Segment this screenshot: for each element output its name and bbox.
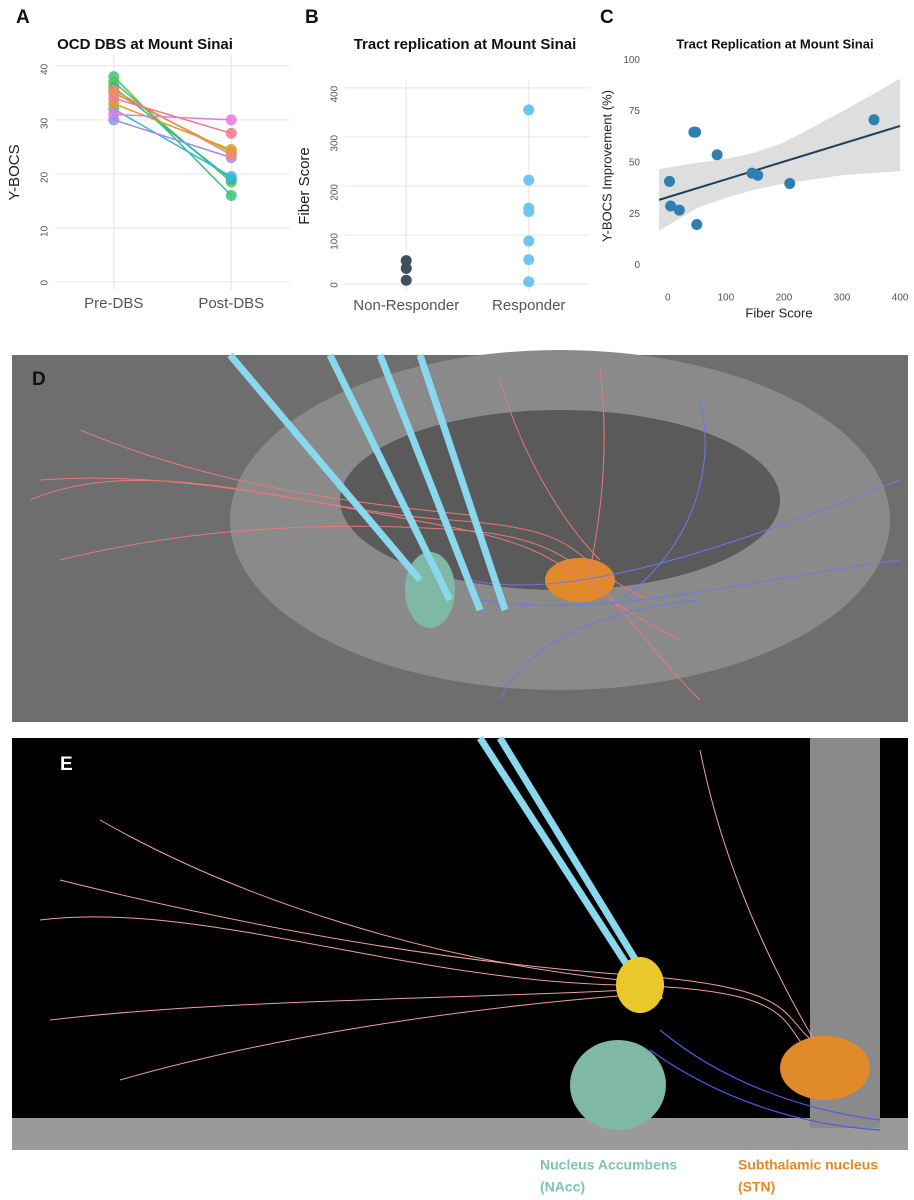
y-tick-label: 200 bbox=[330, 184, 341, 201]
x-tick-label: 300 bbox=[834, 293, 851, 304]
data-point bbox=[523, 104, 535, 116]
x-tick-label: 0 bbox=[665, 293, 671, 304]
panel-d-image bbox=[12, 350, 908, 722]
data-point bbox=[523, 254, 535, 266]
caption: Nucleus Accumbens bbox=[540, 1157, 677, 1173]
y-tick-label: 100 bbox=[623, 55, 640, 66]
x-tick-label: Pre-DBS bbox=[84, 295, 143, 312]
y-tick-label: 20 bbox=[40, 171, 51, 183]
data-point bbox=[523, 174, 535, 186]
data-point bbox=[523, 206, 535, 218]
panel-e-image bbox=[12, 736, 908, 1150]
y-tick-label: 0 bbox=[330, 282, 341, 288]
data-point bbox=[108, 114, 120, 126]
panel-label: D bbox=[32, 369, 46, 390]
fit-line bbox=[658, 125, 901, 201]
y-axis-title: Y-BOCS Improvement (%) bbox=[599, 90, 614, 242]
data-point bbox=[711, 149, 723, 161]
y-axis-title: Y-BOCS bbox=[6, 144, 23, 200]
series-line bbox=[113, 102, 232, 151]
x-tick-label: 200 bbox=[776, 293, 793, 304]
data-point bbox=[108, 84, 120, 96]
y-tick-label: 300 bbox=[330, 134, 341, 151]
y-tick-label: 25 bbox=[629, 209, 641, 220]
data-point bbox=[400, 262, 412, 274]
panel-label: C bbox=[600, 7, 614, 28]
chart-title: Tract Replication at Mount Sinai bbox=[676, 36, 873, 51]
caption: Subthalamic nucleus bbox=[738, 1157, 878, 1173]
data-point bbox=[108, 92, 120, 104]
x-tick-label: Post-DBS bbox=[198, 295, 264, 312]
data-point bbox=[784, 177, 796, 189]
series-line bbox=[113, 113, 232, 121]
series-line bbox=[113, 89, 232, 156]
y-tick-label: 0 bbox=[40, 279, 51, 285]
data-point bbox=[663, 175, 675, 187]
x-tick-label: Non-Responder bbox=[353, 297, 459, 314]
panel-label: B bbox=[305, 7, 319, 28]
data-point bbox=[690, 126, 702, 138]
data-point bbox=[868, 114, 880, 126]
series-line bbox=[113, 119, 232, 159]
y-tick-label: 30 bbox=[40, 117, 51, 129]
y-tick-label: 0 bbox=[634, 260, 640, 271]
data-point bbox=[225, 171, 237, 183]
y-tick-label: 40 bbox=[40, 63, 51, 75]
data-point bbox=[665, 200, 677, 212]
series-line bbox=[113, 76, 232, 196]
data-point bbox=[225, 127, 237, 139]
confidence-band bbox=[659, 78, 901, 231]
chart-title: Tract replication at Mount Sinai bbox=[354, 36, 577, 53]
y-axis-title: Fiber Score bbox=[296, 147, 313, 225]
chart-title: OCD DBS at Mount Sinai bbox=[57, 36, 233, 53]
data-point bbox=[225, 149, 237, 161]
data-point bbox=[225, 189, 237, 201]
data-point bbox=[673, 204, 685, 216]
x-tick-label: 400 bbox=[892, 293, 909, 304]
caption: (NAcc) bbox=[540, 1179, 585, 1195]
y-tick-label: 10 bbox=[40, 225, 51, 237]
panel-label: A bbox=[16, 7, 30, 28]
series-line bbox=[113, 97, 232, 135]
y-tick-label: 100 bbox=[330, 233, 341, 250]
caption: (STN) bbox=[738, 1179, 775, 1195]
data-point bbox=[400, 255, 412, 267]
x-axis-title: Fiber Score bbox=[745, 305, 812, 320]
data-point bbox=[400, 274, 412, 286]
data-point bbox=[691, 219, 703, 231]
panel-label: E bbox=[60, 754, 73, 775]
x-tick-label: Responder bbox=[492, 297, 565, 314]
y-tick-label: 75 bbox=[629, 106, 641, 117]
x-tick-label: 100 bbox=[718, 293, 735, 304]
data-point bbox=[523, 276, 535, 288]
data-point bbox=[752, 169, 764, 181]
data-point bbox=[523, 235, 535, 247]
series-line bbox=[113, 108, 232, 178]
y-tick-label: 400 bbox=[330, 85, 341, 102]
data-point bbox=[225, 114, 237, 126]
y-tick-label: 50 bbox=[629, 158, 641, 169]
